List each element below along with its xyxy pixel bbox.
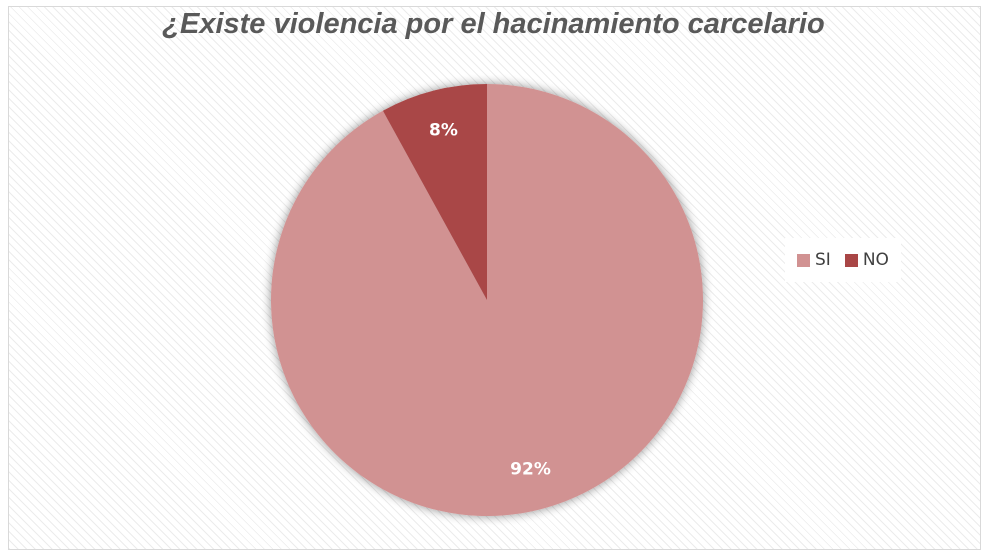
legend: SI NO: [785, 238, 901, 282]
legend-item-si: SI: [797, 250, 831, 270]
legend-item-no: NO: [844, 250, 889, 270]
pie-slices: [270, 84, 703, 516]
slice-no: [382, 84, 487, 300]
legend-label-si: SI: [815, 250, 831, 270]
slice-label-no: 8%: [429, 120, 458, 140]
slice-label-si: 92%: [510, 460, 551, 480]
chart-title: ¿Existe violencia por el hacinamiento ca…: [162, 8, 825, 40]
legend-label-no: NO: [862, 250, 889, 270]
legend-swatch-si: [797, 253, 810, 267]
pie-labels: 92% 8%: [429, 120, 551, 479]
legend-swatch-no: [844, 253, 858, 267]
